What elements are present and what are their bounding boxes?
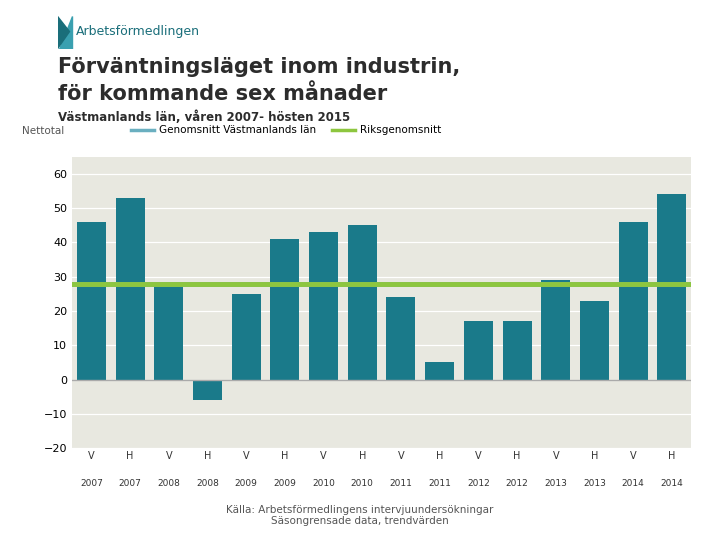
- Text: 2010: 2010: [312, 479, 335, 488]
- Text: 2011: 2011: [428, 479, 451, 488]
- Legend: Genomsnitt Västmanlands län, Riksgenomsnitt: Genomsnitt Västmanlands län, Riksgenomsn…: [127, 121, 446, 139]
- Text: 2013: 2013: [544, 479, 567, 488]
- Text: 2013: 2013: [583, 479, 606, 488]
- Bar: [464, 321, 493, 380]
- Text: Nettotal: Nettotal: [22, 126, 65, 136]
- Text: 2008: 2008: [157, 479, 180, 488]
- Polygon shape: [58, 16, 69, 49]
- Bar: [618, 222, 648, 380]
- Bar: [425, 362, 454, 380]
- Text: 2012: 2012: [467, 479, 490, 488]
- Text: 2008: 2008: [196, 479, 219, 488]
- Bar: [657, 194, 686, 380]
- Text: Västmanlands län, våren 2007- hösten 2015: Västmanlands län, våren 2007- hösten 201…: [58, 111, 350, 124]
- Text: för kommande sex månader: för kommande sex månader: [58, 84, 387, 104]
- Text: 2009: 2009: [235, 479, 258, 488]
- Text: 2014: 2014: [660, 479, 683, 488]
- Text: Arbetsförmedlingen: Arbetsförmedlingen: [76, 25, 200, 38]
- Bar: [232, 294, 261, 380]
- Text: Källa: Arbetsförmedlingens intervjuundersökningar
Säsongrensade data, trendvärde: Källa: Arbetsförmedlingens intervjuunder…: [226, 505, 494, 526]
- Bar: [154, 284, 184, 380]
- Text: 2012: 2012: [505, 479, 528, 488]
- Bar: [193, 380, 222, 400]
- Bar: [270, 239, 300, 380]
- Text: 2010: 2010: [351, 479, 374, 488]
- Text: 2007: 2007: [119, 479, 142, 488]
- Bar: [580, 301, 609, 380]
- Bar: [503, 321, 531, 380]
- Text: 2014: 2014: [622, 479, 644, 488]
- Text: Förväntningsläget inom industrin,: Förväntningsläget inom industrin,: [58, 57, 460, 77]
- Text: 2009: 2009: [274, 479, 297, 488]
- Bar: [115, 198, 145, 380]
- Bar: [541, 280, 570, 380]
- Text: 2007: 2007: [80, 479, 103, 488]
- Bar: [348, 225, 377, 380]
- Bar: [387, 297, 415, 380]
- Polygon shape: [59, 16, 72, 49]
- Bar: [77, 222, 106, 380]
- Text: 2011: 2011: [390, 479, 413, 488]
- Bar: [309, 232, 338, 380]
